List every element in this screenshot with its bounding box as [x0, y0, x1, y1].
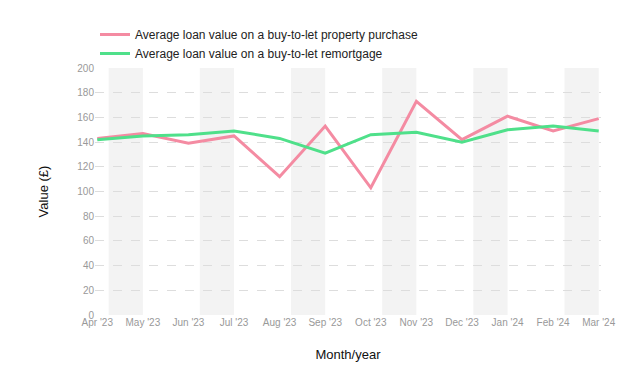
svg-text:40: 40: [83, 260, 95, 271]
svg-text:Apr '23: Apr '23: [82, 317, 114, 328]
svg-text:120: 120: [77, 161, 94, 172]
svg-text:Oct '23: Oct '23: [355, 317, 387, 328]
svg-text:Nov '23: Nov '23: [400, 317, 434, 328]
svg-text:Aug '23: Aug '23: [263, 317, 297, 328]
svg-text:180: 180: [77, 87, 94, 98]
svg-text:Feb '24: Feb '24: [537, 317, 570, 328]
svg-text:Mar '24: Mar '24: [582, 317, 615, 328]
svg-text:0: 0: [88, 310, 94, 321]
svg-text:60: 60: [83, 235, 95, 246]
svg-text:Value (£): Value (£): [36, 166, 51, 218]
svg-text:140: 140: [77, 137, 94, 148]
svg-text:160: 160: [77, 112, 94, 123]
svg-text:Jul '23: Jul '23: [220, 317, 249, 328]
svg-text:Month/year: Month/year: [315, 347, 381, 362]
svg-text:Dec '23: Dec '23: [445, 317, 479, 328]
svg-text:200: 200: [77, 63, 94, 74]
svg-text:Jun '23: Jun '23: [172, 317, 204, 328]
svg-text:May '23: May '23: [126, 317, 161, 328]
svg-text:Jan '24: Jan '24: [492, 317, 524, 328]
svg-text:Sep '23: Sep '23: [308, 317, 342, 328]
svg-text:100: 100: [77, 186, 94, 197]
svg-text:20: 20: [83, 285, 95, 296]
svg-text:Average loan value on a buy-to: Average loan value on a buy-to-let remor…: [135, 47, 383, 61]
svg-text:80: 80: [83, 211, 95, 222]
svg-text:Average loan value on a buy-to: Average loan value on a buy-to-let prope…: [135, 28, 418, 42]
